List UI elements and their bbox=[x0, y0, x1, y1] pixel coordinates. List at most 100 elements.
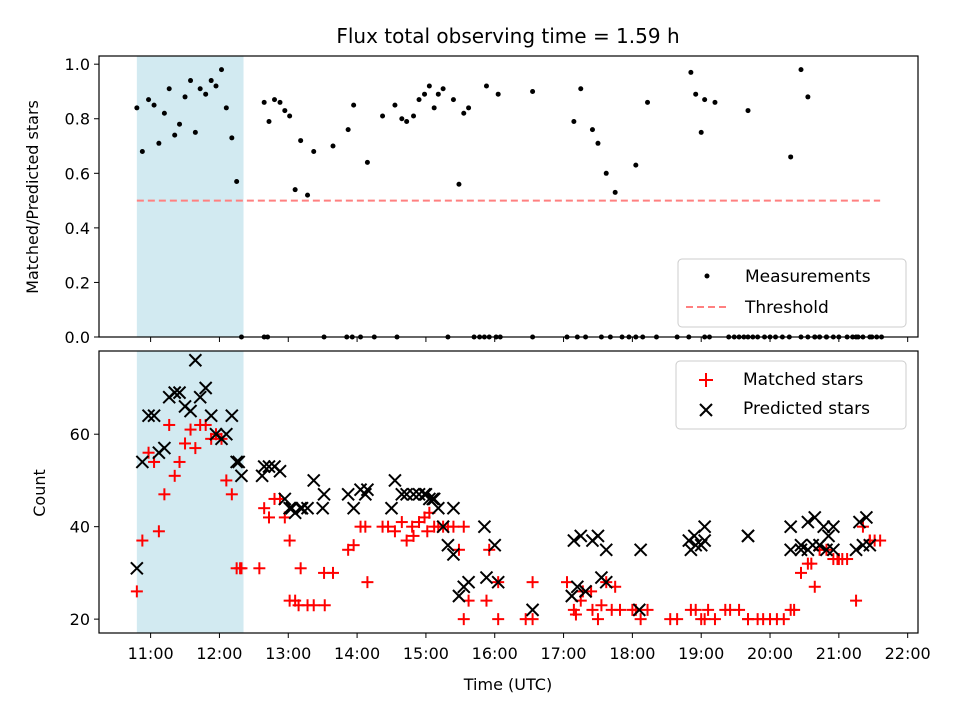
predicted-star-point bbox=[578, 584, 593, 599]
predicted-star-point bbox=[384, 501, 399, 515]
matched-star-point bbox=[152, 525, 165, 538]
predicted-star-point bbox=[225, 409, 239, 423]
predicted-star-point bbox=[388, 473, 402, 488]
predicted-star-point bbox=[525, 603, 540, 617]
matched-star-point bbox=[220, 474, 233, 487]
bottom-legend: Matched stars Predicted stars bbox=[675, 360, 907, 430]
measurement-point bbox=[688, 69, 694, 75]
predicted-star-point bbox=[697, 533, 712, 548]
predicted-star-point bbox=[193, 390, 207, 404]
x-tick-label: 19:00 bbox=[678, 644, 724, 663]
matched-star-point bbox=[225, 488, 238, 501]
measurement-point bbox=[392, 102, 398, 108]
predicted-star-point bbox=[826, 543, 841, 557]
bottom-y-axis-title: Count bbox=[30, 469, 49, 517]
matched-star-point bbox=[457, 613, 470, 626]
x-tick-label: 17:00 bbox=[541, 644, 587, 663]
matched-star-point bbox=[850, 594, 863, 607]
matched-star-point bbox=[874, 534, 887, 547]
measurement-point bbox=[805, 94, 811, 100]
measurement-point bbox=[364, 159, 370, 165]
matched-star-point bbox=[158, 488, 171, 501]
predicted-star-point bbox=[599, 543, 613, 557]
legend-measurements-marker bbox=[704, 273, 710, 279]
bottom-y-tick-label: 60 bbox=[70, 425, 90, 444]
top-y-tick-label: 0.8 bbox=[65, 110, 90, 129]
matched-star-point bbox=[586, 603, 599, 616]
predicted-star-point bbox=[570, 580, 585, 594]
measurement-point bbox=[219, 67, 225, 73]
predicted-star-point bbox=[278, 492, 292, 506]
measurement-point bbox=[182, 94, 188, 100]
predicted-star-point bbox=[821, 529, 836, 543]
matched-star-point bbox=[480, 594, 493, 607]
measurement-point bbox=[603, 170, 609, 176]
x-tick-label: 18:00 bbox=[609, 644, 655, 663]
predicted-star-point bbox=[232, 455, 246, 469]
top-y-tick-label: 0.4 bbox=[65, 219, 90, 238]
matched-star-point bbox=[805, 557, 818, 570]
measurement-point bbox=[287, 113, 293, 119]
predicted-star-point bbox=[419, 487, 433, 502]
predicted-star-point bbox=[147, 409, 161, 423]
measurement-point bbox=[203, 91, 209, 97]
predicted-star-point bbox=[157, 441, 172, 455]
predicted-star-point bbox=[130, 561, 144, 575]
matched-star-point bbox=[841, 553, 854, 566]
matched-star-point bbox=[168, 469, 181, 482]
matched-star-point bbox=[613, 603, 626, 616]
measurement-point bbox=[440, 86, 446, 92]
measurement-point bbox=[298, 138, 304, 144]
predicted-star-point bbox=[273, 464, 287, 478]
measurement-point bbox=[188, 78, 194, 84]
x-axis-title: Time (UTC) bbox=[463, 675, 552, 694]
measurement-point bbox=[223, 105, 229, 111]
predicted-star-point bbox=[426, 492, 440, 506]
matched-star-point bbox=[283, 534, 296, 547]
top-legend: Measurements Threshold bbox=[677, 258, 907, 328]
predicted-star-point bbox=[863, 538, 877, 552]
legend-matched-label: Matched stars bbox=[743, 370, 863, 390]
predicted-star-point bbox=[452, 589, 466, 603]
matched-star-point bbox=[400, 534, 413, 547]
predicted-star-point bbox=[204, 409, 218, 423]
matched-star-point bbox=[569, 608, 582, 621]
measurement-point bbox=[456, 181, 462, 187]
measurement-point bbox=[578, 86, 584, 92]
predicted-star-point bbox=[567, 533, 581, 548]
bottom-y-ticks: 20 40 60 bbox=[70, 425, 99, 629]
measurement-point bbox=[702, 97, 708, 103]
matched-star-point bbox=[262, 511, 275, 524]
matched-star-point bbox=[671, 613, 684, 626]
predicted-star-point bbox=[183, 404, 198, 418]
bottom-axes-frame bbox=[98, 350, 919, 634]
bottom-y-tick-label: 40 bbox=[70, 518, 90, 537]
matched-star-point bbox=[347, 539, 360, 552]
predicted-star-point bbox=[446, 547, 461, 562]
matched-star-point bbox=[585, 585, 598, 598]
matched-star-point bbox=[382, 520, 395, 533]
predicted-star-point bbox=[172, 385, 187, 400]
predicted-star-point bbox=[574, 529, 588, 543]
measurement-point bbox=[197, 86, 203, 92]
measurement-point bbox=[712, 99, 718, 105]
top-y-tick-label: 0.0 bbox=[65, 328, 90, 347]
measurement-point bbox=[633, 162, 639, 168]
matched-star-point bbox=[163, 418, 176, 431]
predicted-star-point bbox=[741, 529, 755, 543]
predicted-star-point bbox=[135, 455, 150, 469]
measurement-point bbox=[483, 83, 489, 89]
predicted-star-point bbox=[229, 455, 244, 469]
predicted-star-point bbox=[565, 589, 579, 603]
predicted-star-point bbox=[633, 543, 648, 557]
measurement-point bbox=[305, 192, 311, 198]
x-tick-label: 16:00 bbox=[472, 644, 518, 663]
measurement-point bbox=[311, 148, 317, 154]
matched-star-point bbox=[795, 566, 807, 579]
matched-star-point bbox=[702, 603, 715, 616]
measurement-point bbox=[351, 102, 357, 108]
measurement-point bbox=[422, 91, 428, 97]
measurement-point bbox=[461, 110, 467, 116]
measurement-point bbox=[380, 113, 386, 119]
matched-star-point bbox=[318, 599, 331, 612]
